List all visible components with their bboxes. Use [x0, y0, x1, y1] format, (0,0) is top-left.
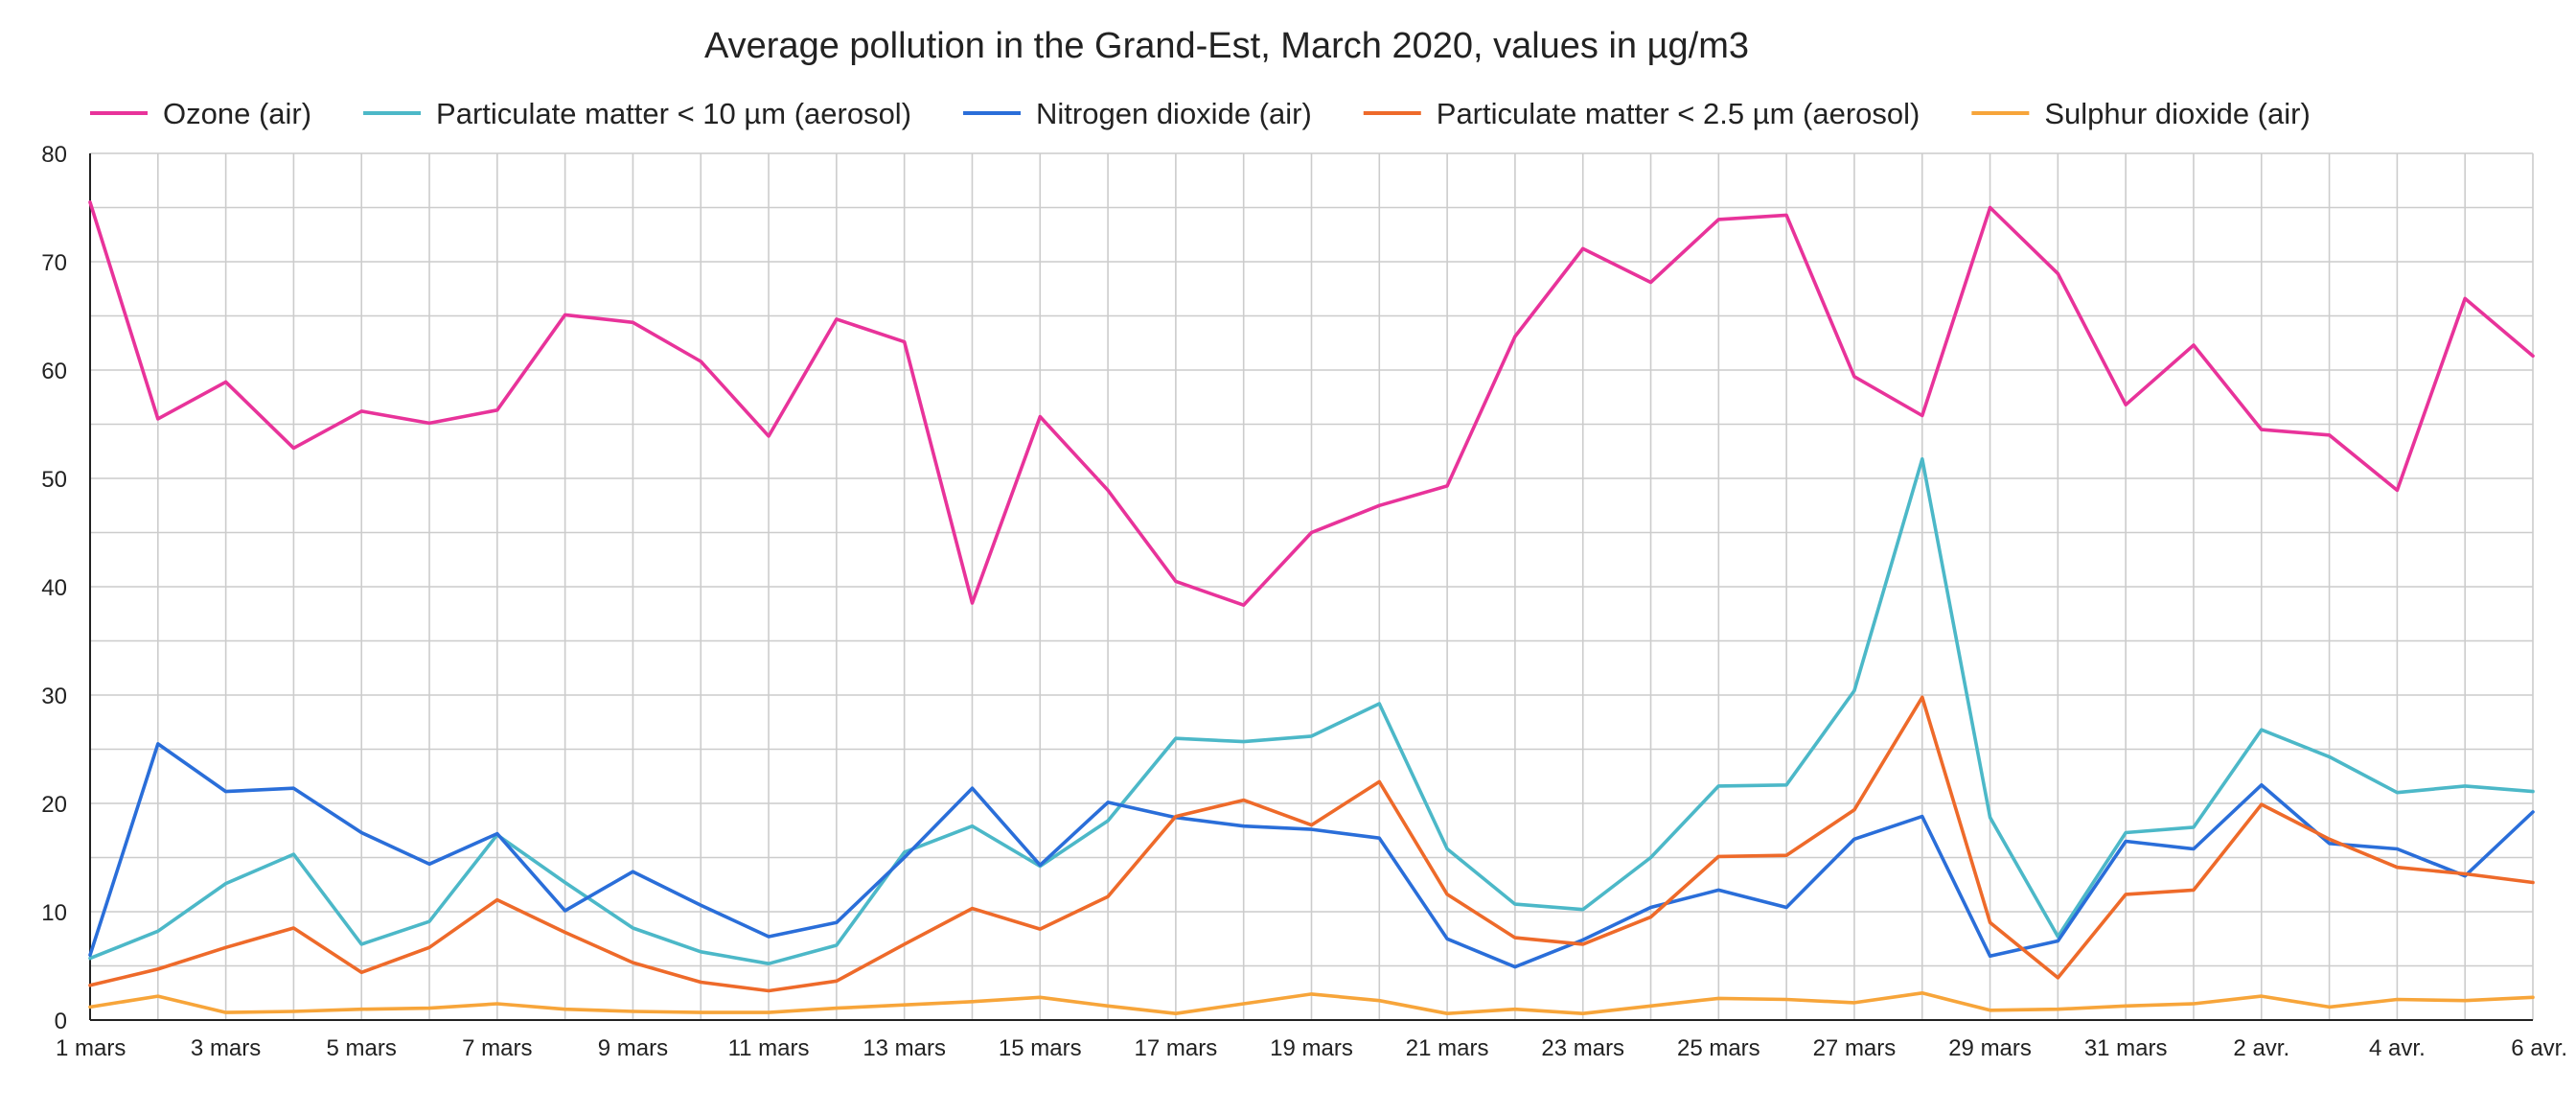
x-tick-label: 19 mars — [1270, 1035, 1353, 1061]
x-tick-label: 21 mars — [1406, 1035, 1489, 1061]
y-axis: 0 10 20 30 40 50 60 70 80 — [41, 142, 91, 1034]
series-line — [88, 695, 2535, 993]
y-tick-label: 20 — [41, 792, 67, 818]
y-tick-label: 70 — [41, 250, 67, 276]
x-tick-label: 9 mars — [598, 1035, 668, 1061]
series-line — [88, 991, 2535, 1015]
y-tick-label: 40 — [41, 575, 67, 601]
series-layer — [88, 200, 2535, 1015]
x-tick-label: 1 mars — [56, 1035, 126, 1061]
legend-item: Particulate matter < 10 µm (aerosol) — [363, 97, 911, 130]
x-tick-label: 2 avr. — [2233, 1035, 2289, 1061]
y-tick-label: 50 — [41, 467, 67, 493]
x-tick-label: 7 mars — [462, 1035, 532, 1061]
legend-item: Nitrogen dioxide (air) — [963, 97, 1312, 130]
y-tick-label: 30 — [41, 684, 67, 709]
series-line — [88, 200, 2535, 607]
x-tick-label: 5 mars — [327, 1035, 397, 1061]
x-tick-label: 15 mars — [999, 1035, 1082, 1061]
x-tick-label: 31 mars — [2084, 1035, 2168, 1061]
y-tick-label: 80 — [41, 142, 67, 168]
x-tick-label: 27 mars — [1813, 1035, 1897, 1061]
legend: Ozone (air) Particulate matter < 10 µm (a… — [90, 97, 2311, 130]
legend-label: Particulate matter < 2.5 µm (aerosol) — [1437, 97, 1920, 130]
x-tick-label: 23 mars — [1541, 1035, 1624, 1061]
legend-label: Sulphur dioxide (air) — [2044, 97, 2310, 130]
x-tick-label: 13 mars — [862, 1035, 946, 1061]
x-tick-label: 17 mars — [1135, 1035, 1218, 1061]
x-tick-label: 11 mars — [728, 1035, 810, 1061]
legend-item: Sulphur dioxide (air) — [1971, 97, 2311, 130]
legend-label: Particulate matter < 10 µm (aerosol) — [436, 97, 911, 130]
x-tick-label: 6 avr. — [2511, 1035, 2567, 1061]
legend-item: Particulate matter < 2.5 µm (aerosol) — [1363, 97, 1920, 130]
x-tick-label: 25 mars — [1677, 1035, 1760, 1061]
series-line — [88, 742, 2535, 969]
chart-title: Average pollution in the Grand-Est, Marc… — [704, 26, 1749, 66]
y-tick-label: 0 — [55, 1009, 67, 1034]
legend-label: Nitrogen dioxide (air) — [1036, 97, 1312, 130]
x-tick-label: 29 mars — [1948, 1035, 2032, 1061]
legend-item: Ozone (air) — [90, 97, 311, 130]
y-tick-label: 60 — [41, 359, 67, 384]
x-axis: 1 mars 3 mars 5 mars 7 mars 9 mars 11 mars 13 … — [56, 1019, 2567, 1061]
legend-label: Ozone (air) — [163, 97, 311, 130]
x-tick-label: 4 avr. — [2369, 1035, 2426, 1061]
x-tick-label: 3 mars — [191, 1035, 261, 1061]
y-tick-label: 10 — [41, 900, 67, 926]
